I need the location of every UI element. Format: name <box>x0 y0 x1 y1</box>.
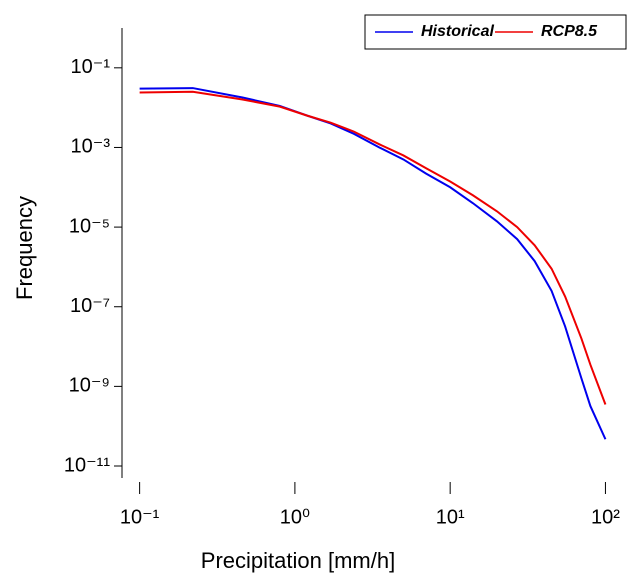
series-line <box>139 90 607 405</box>
x-tick-label: 10⁰ <box>280 506 310 528</box>
y-tick-label: 10⁻³ <box>71 136 111 158</box>
x-tick-label: 10⁻¹ <box>120 506 160 528</box>
y-tick-label: 10⁻⁹ <box>69 375 110 397</box>
legend: Historical RCP8.5 <box>364 14 627 50</box>
x-tick-label: 10¹ <box>436 506 465 528</box>
x-tick-label: 10² <box>591 506 620 528</box>
y-tick-label: 10⁻¹ <box>71 56 111 78</box>
y-axis-label: Frequency <box>12 196 37 300</box>
x-axis-label: Precipitation [mm/h] <box>201 548 395 573</box>
y-tick-label: 10⁻⁵ <box>69 215 110 237</box>
legend-label: Historical <box>421 23 494 40</box>
y-tick-label: 10⁻¹¹ <box>64 454 110 476</box>
legend-label: RCP8.5 <box>541 23 598 40</box>
y-tick-label: 10⁻⁷ <box>70 295 110 317</box>
